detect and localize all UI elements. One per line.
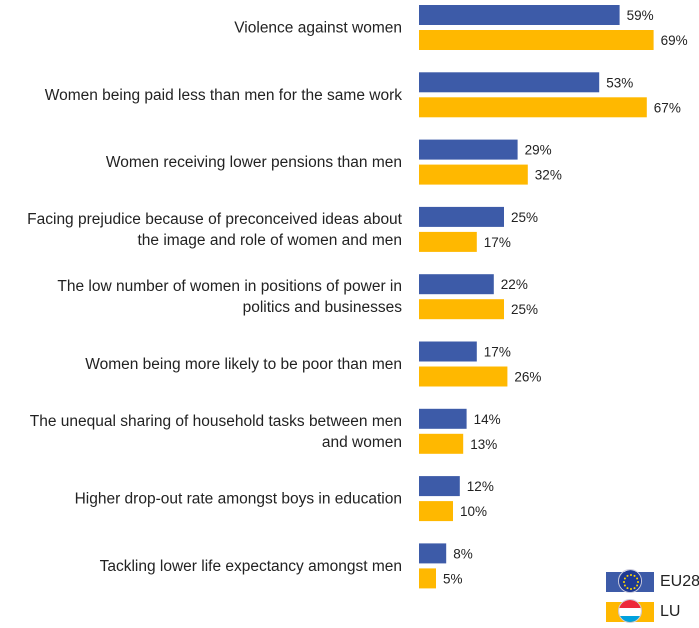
data-label-eu28: 22%	[501, 277, 528, 292]
data-label-eu28: 8%	[453, 546, 473, 561]
bar-lu	[419, 231, 477, 252]
eu-flag-icon	[618, 569, 642, 593]
data-label-lu: 32%	[535, 168, 562, 183]
category-label: The low number of women in positions of …	[57, 278, 402, 316]
legend-swatch-eu28	[606, 569, 654, 593]
data-label-eu28: 14%	[474, 412, 501, 427]
legend-label-lu: LU	[660, 603, 681, 620]
bar-eu28	[419, 543, 447, 564]
bar-lu	[419, 30, 654, 50]
category-label: Women being paid less than men for the s…	[45, 87, 403, 104]
category-label: Women being more likely to be poor than …	[85, 356, 402, 373]
bar-lu	[419, 299, 504, 320]
category-label: The unequal sharing of household tasks b…	[30, 413, 402, 451]
legend-swatch-lu	[606, 599, 654, 623]
bar-lu	[419, 433, 464, 454]
bar-eu28	[419, 341, 477, 362]
bars	[419, 5, 654, 589]
legend-label-eu28: EU28	[660, 573, 699, 590]
data-label-eu28: 53%	[606, 75, 633, 90]
value-labels: 59%69%53%67%29%32%25%17%22%25%17%26%14%1…	[443, 8, 688, 586]
category-labels: Violence against women Women being paid l…	[27, 20, 403, 575]
bar-lu	[419, 366, 508, 387]
bar-lu	[419, 501, 453, 522]
legend-item-lu: LU	[606, 598, 699, 626]
data-label-lu: 5%	[443, 571, 463, 586]
category-label: Women receiving lower pensions than men	[106, 154, 402, 171]
category-label: Higher drop-out rate amongst boys in edu…	[75, 491, 402, 508]
bar-eu28	[419, 206, 504, 227]
data-label-lu: 26%	[514, 370, 541, 385]
luxembourg-flag-icon	[618, 599, 642, 623]
legend-item-eu28: EU28	[606, 568, 699, 596]
bar-eu28	[419, 408, 467, 429]
category-label: Tackling lower life expectancy amongst m…	[100, 558, 402, 575]
bar-eu28	[419, 139, 518, 160]
data-label-lu: 13%	[470, 437, 497, 452]
data-label-eu28: 12%	[467, 479, 494, 494]
bar-eu28	[419, 476, 460, 497]
data-label-lu: 10%	[460, 504, 487, 519]
legend: EU28 LU	[606, 568, 699, 628]
bar-eu28	[419, 5, 620, 25]
bar-eu28	[419, 72, 600, 93]
bar-eu28	[419, 274, 494, 295]
data-label-eu28: 25%	[511, 210, 538, 225]
category-label: Violence against women	[234, 20, 402, 37]
data-label-lu: 25%	[511, 302, 538, 317]
bar-lu	[419, 164, 528, 185]
category-label: Facing prejudice because of preconceived…	[27, 211, 403, 249]
data-label-eu28: 17%	[484, 345, 511, 360]
data-label-lu: 69%	[661, 33, 688, 48]
bar-lu	[419, 568, 436, 589]
bar-lu	[419, 97, 647, 118]
data-label-eu28: 29%	[525, 143, 552, 158]
data-label-lu: 17%	[484, 235, 511, 250]
data-label-lu: 67%	[654, 100, 681, 115]
data-label-eu28: 59%	[627, 8, 654, 23]
